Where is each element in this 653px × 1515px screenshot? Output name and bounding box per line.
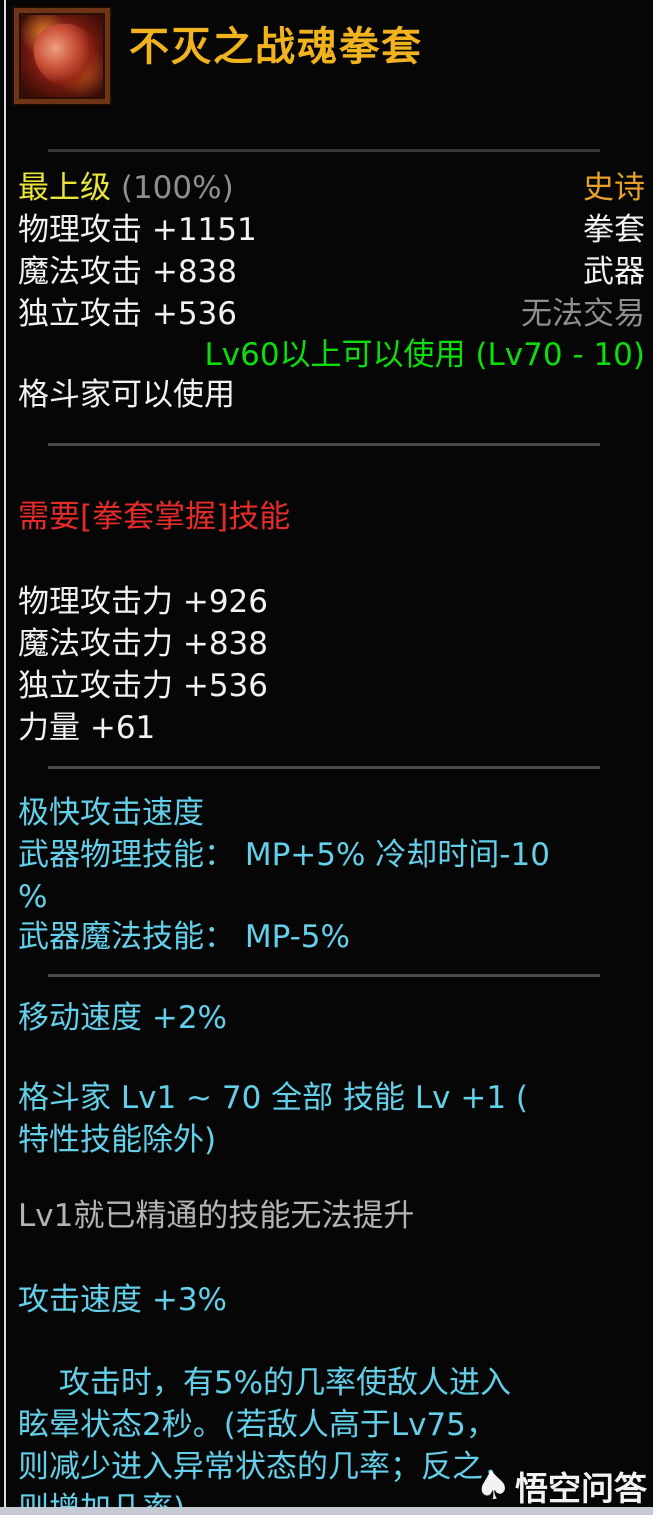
bonus-independent-attack: 独立攻击力 +536 xyxy=(18,668,268,704)
untradable-label: 无法交易 xyxy=(521,296,645,332)
stun-proc-line3: 则减少进入异常状态的几率；反之， xyxy=(18,1449,514,1485)
divider xyxy=(48,974,600,977)
bonus-strength: 力量 +61 xyxy=(18,710,156,746)
skill-requirement: 需要[拳套掌握]技能 xyxy=(18,499,291,535)
bottom-edge-strip xyxy=(0,1507,653,1515)
magic-attack-stat: 魔法攻击 +838 xyxy=(18,254,237,290)
spade-logo-icon: ♠ xyxy=(472,1460,515,1512)
move-speed-effect: 移动速度 +2% xyxy=(18,1000,228,1036)
divider xyxy=(48,443,600,446)
bonus-physical-attack: 物理攻击力 +926 xyxy=(18,584,268,620)
skill-bonus-line2: 特性技能除外) xyxy=(18,1122,217,1158)
attack-speed-grade: 极快攻击速度 xyxy=(18,795,204,831)
item-rarity: 史诗 xyxy=(583,170,645,206)
attack-speed-effect: 攻击速度 +3% xyxy=(18,1282,228,1318)
stat-row: 独立攻击 +536 无法交易 xyxy=(18,296,645,332)
left-border-line xyxy=(4,0,6,1515)
weapon-physical-skill-effect: 武器物理技能： MP+5% 冷却时间-10 xyxy=(18,837,550,873)
watermark: ♠ 悟空问答 xyxy=(472,1460,647,1512)
gauntlet-item-icon xyxy=(14,8,110,104)
weapon-physical-skill-effect-wrap: % xyxy=(18,879,48,915)
item-title: 不灭之战魂拳套 xyxy=(129,24,423,70)
grade-group: 最上级 (100%) xyxy=(18,170,234,206)
class-requirement: 格斗家可以使用 xyxy=(18,377,235,413)
stun-proc-line1: 攻击时，有5%的几率使敌人进入 xyxy=(18,1365,512,1401)
divider xyxy=(48,766,600,769)
bonus-magic-attack: 魔法攻击力 +838 xyxy=(18,626,268,662)
grade-row: 最上级 (100%) 史诗 xyxy=(18,170,645,206)
level-requirement: Lv60以上可以使用 (Lv70 - 10) xyxy=(204,337,645,373)
divider xyxy=(48,149,600,152)
grade-percent: (100%) xyxy=(111,170,234,206)
weapon-magic-skill-effect: 武器魔法技能： MP-5% xyxy=(18,919,350,955)
item-subtype: 拳套 xyxy=(583,212,645,248)
independent-attack-stat: 独立攻击 +536 xyxy=(18,296,237,332)
stun-proc-line2: 眩晕状态2秒。(若敌人高于Lv75， xyxy=(18,1407,497,1443)
stat-row: 魔法攻击 +838 武器 xyxy=(18,254,645,290)
mastered-skill-note: Lv1就已精通的技能无法提升 xyxy=(18,1198,415,1234)
physical-attack-stat: 物理攻击 +1151 xyxy=(18,212,257,248)
skill-bonus-line1: 格斗家 Lv1 ~ 70 全部 技能 Lv +1 ( xyxy=(18,1080,529,1116)
gauntlet-icon-art xyxy=(27,15,107,95)
watermark-text: 悟空问答 xyxy=(515,1469,647,1508)
item-category: 武器 xyxy=(583,254,645,290)
stat-row: 物理攻击 +1151 拳套 xyxy=(18,212,645,248)
item-grade: 最上级 xyxy=(18,170,111,206)
